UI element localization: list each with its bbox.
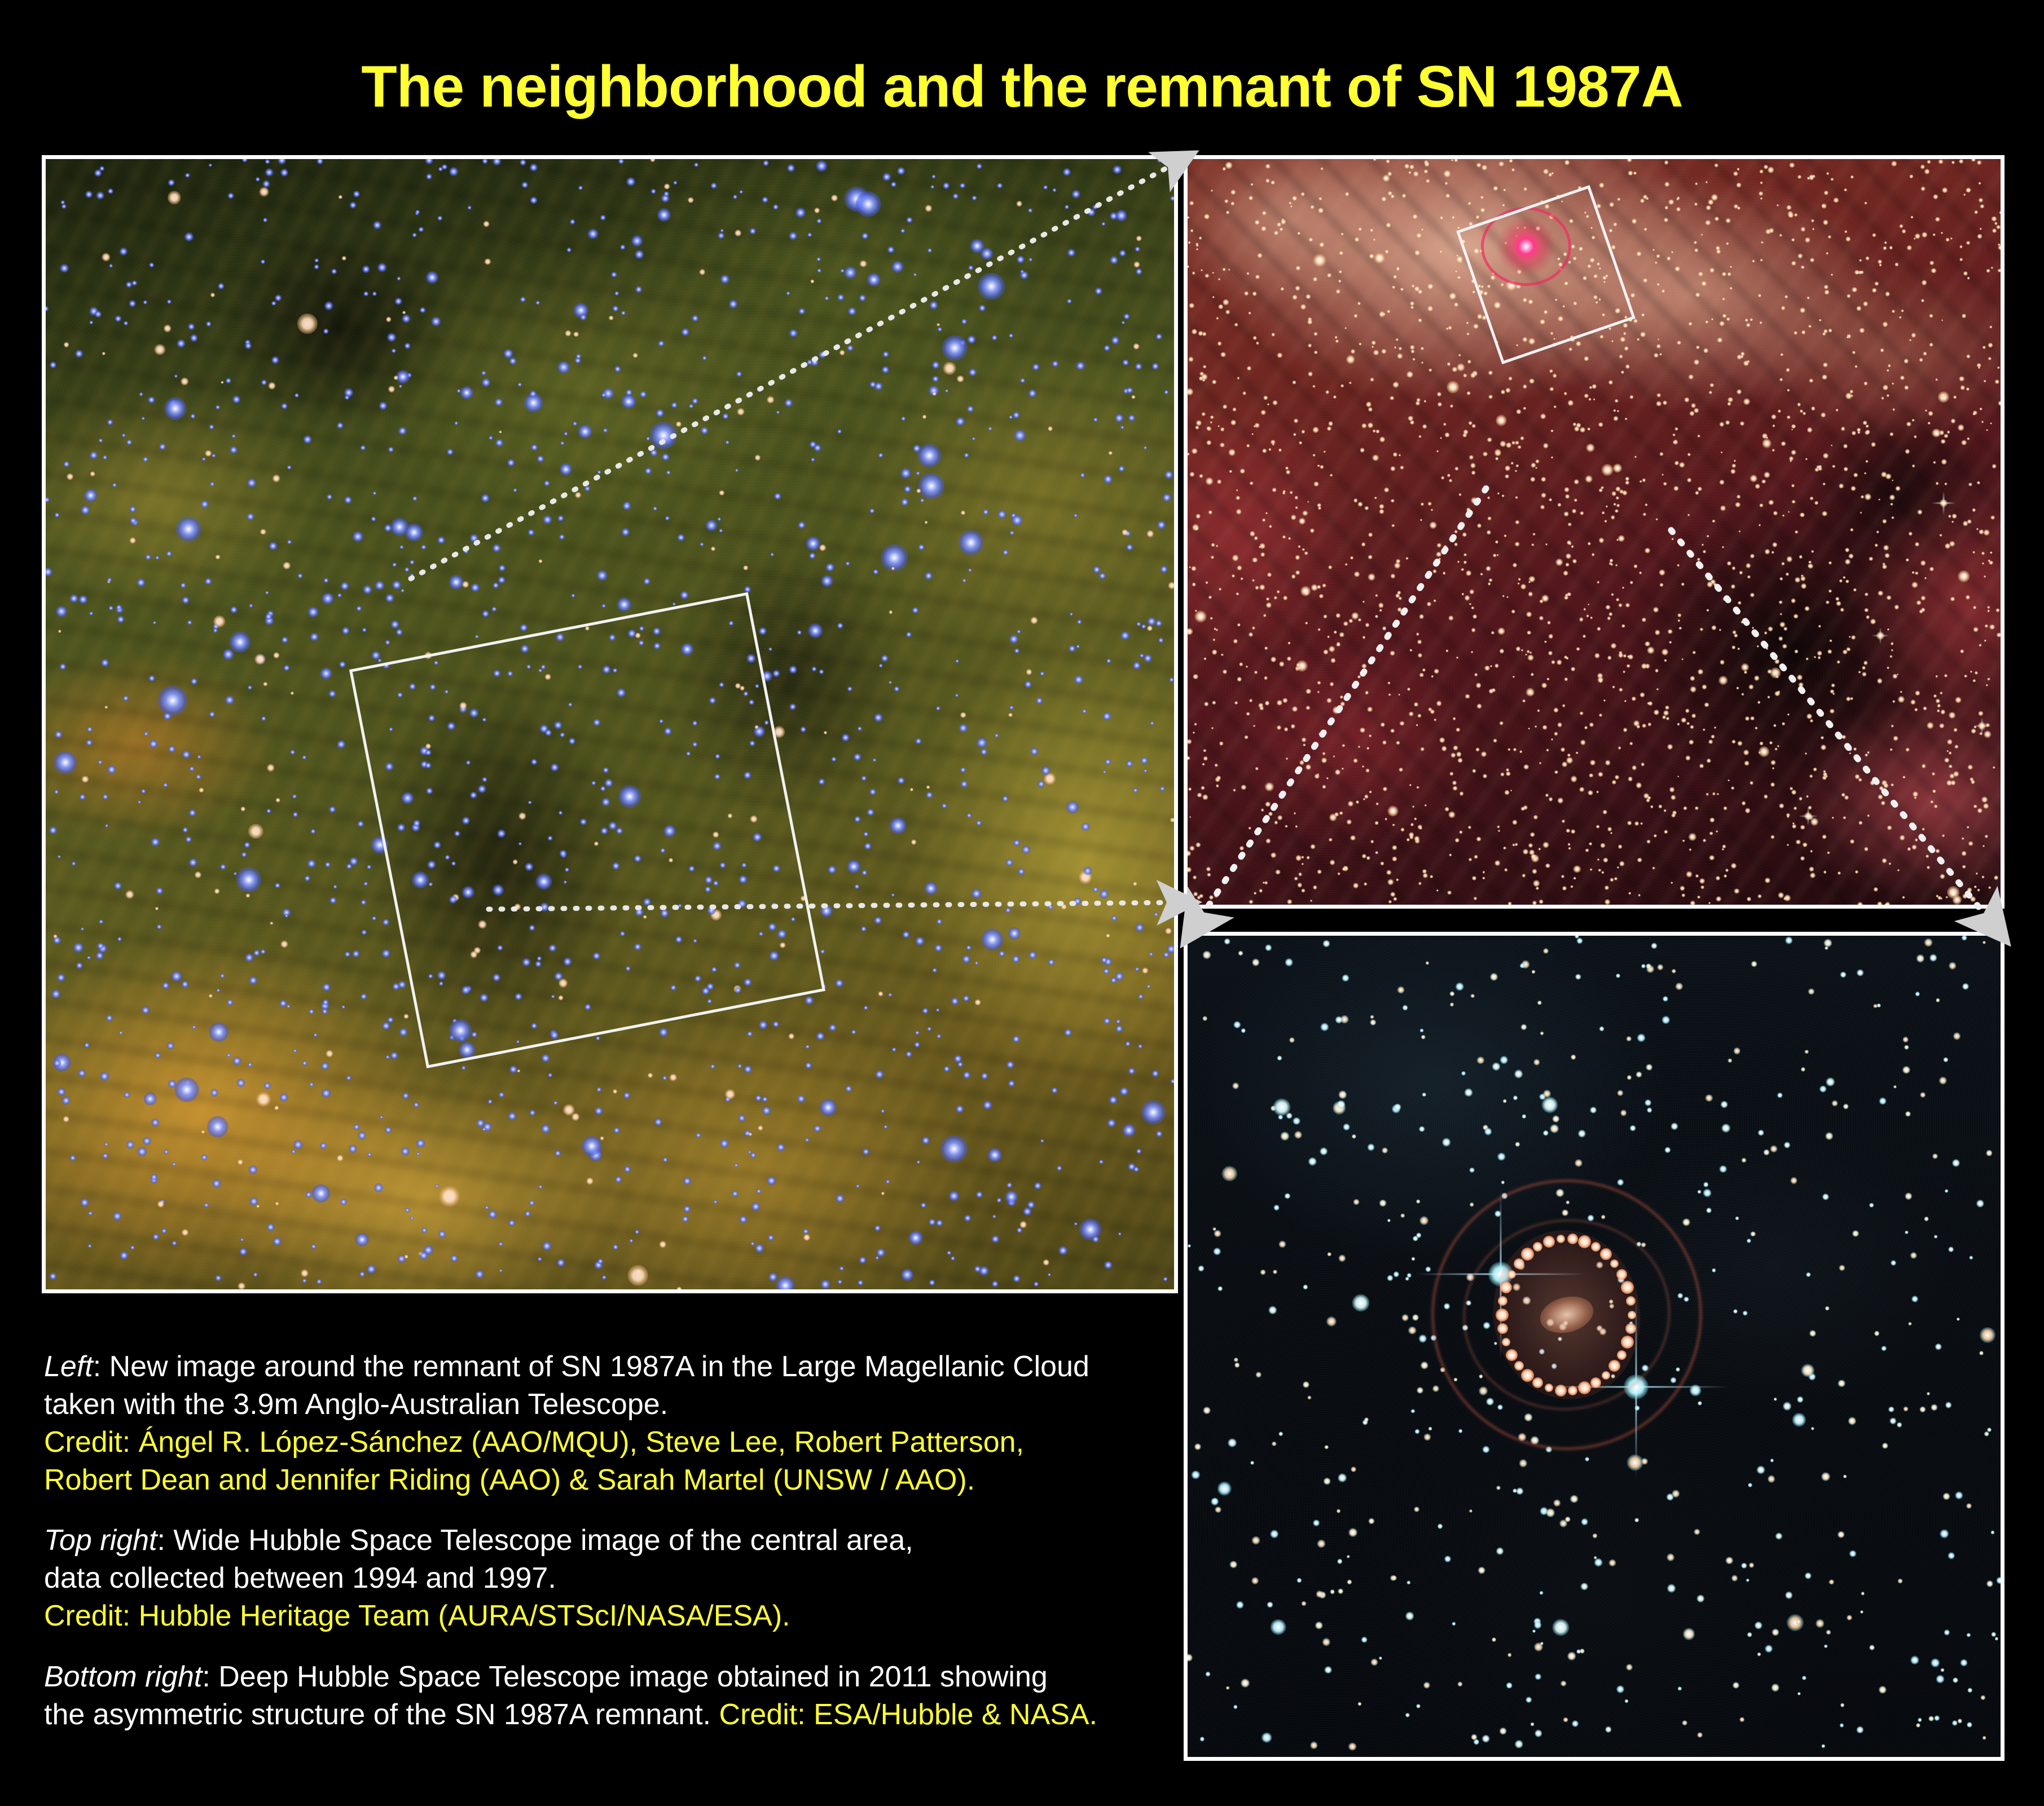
sn1987a-ring-hotspot <box>1514 1361 1524 1371</box>
caption-bottom-right-line-2: the asymmetric structure of the SN 1987A… <box>44 1696 1167 1734</box>
sn1987a-ring-hotspot <box>1498 1296 1508 1306</box>
sn1987a-ring-small <box>1481 207 1571 286</box>
hst-wide-nebula-field <box>1188 159 2001 905</box>
sn1987a-ring-hotspot <box>1599 1248 1612 1260</box>
caption-bottom-right-text-1: : Deep Hubble Space Telescope image obta… <box>202 1660 1048 1693</box>
caption-top-right-lead: Top right <box>44 1524 157 1557</box>
sn1987a-ring-hotspot <box>1601 1371 1610 1380</box>
sn1987a-ring-hotspot <box>1620 1336 1634 1349</box>
sn1987a-ring-hotspot <box>1532 1377 1544 1389</box>
sn1987a-ring-hotspot <box>1577 1235 1591 1248</box>
sn1987a-ring-hotspot <box>1577 1381 1591 1395</box>
caption-bottom-right: Bottom right: Deep Hubble Space Telescop… <box>44 1658 1167 1734</box>
caption-left-line-1: Left: New image around the remnant of SN… <box>44 1348 1167 1386</box>
sn1987a-ring-hotspot <box>1533 1241 1543 1252</box>
caption-left-credit-1: Credit: Ángel R. López-Sánchez (AAO/MQU)… <box>44 1426 1025 1459</box>
sn1987a-ring-hotspot <box>1505 1349 1518 1361</box>
sn1987a-ring-hotspot <box>1620 1280 1634 1294</box>
sn1987a-ring-hotspot <box>1625 1323 1636 1334</box>
sn1987a-ring-hotspot <box>1497 1323 1509 1334</box>
panel-hst-wide-image <box>1184 155 2005 909</box>
sn1987a-ring-hotspot <box>1521 1247 1535 1261</box>
sn1987a-ring-hotspot <box>1554 1384 1567 1397</box>
caption-block: Left: New image around the remnant of SN… <box>44 1348 1167 1734</box>
caption-left-lead: Left <box>44 1350 93 1383</box>
caption-top-right: Top right: Wide Hubble Space Telescope i… <box>44 1522 1167 1635</box>
sn1987a-ring-hotspot <box>1513 1258 1524 1269</box>
sn1987a-outer-halo <box>1481 207 1571 286</box>
caption-top-right-line-2: data collected between 1994 and 1997. <box>44 1562 556 1595</box>
sn1987a-ring-hotspot <box>1495 1308 1509 1322</box>
caption-bottom-right-line-1: Bottom right: Deep Hubble Space Telescop… <box>44 1658 1167 1696</box>
aat-nebula-field <box>46 159 1174 1289</box>
sn1987a-ring-hotspot <box>1625 1296 1636 1306</box>
caption-left-line-2: taken with the 3.9m Anglo-Australian Tel… <box>44 1388 669 1421</box>
sn1987a-ring-hotspot <box>1521 1369 1535 1382</box>
panel-aat-image <box>42 155 1178 1293</box>
caption-bottom-right-text-2: the asymmetric structure of the SN 1987A… <box>44 1698 719 1731</box>
sn1987a-ring-hotspot <box>1608 1360 1621 1372</box>
sn1987a-ring-hotspot <box>1610 1259 1619 1268</box>
sn1987a-ring-hotspot <box>1545 1384 1554 1393</box>
sn1987a-ring-hotspot <box>1568 1385 1578 1395</box>
caption-bottom-right-credit: Credit: ESA/Hubble & NASA. <box>719 1698 1098 1731</box>
caption-left: Left: New image around the remnant of SN… <box>44 1348 1167 1499</box>
sn1987a-ring-hotspot <box>1627 1310 1636 1319</box>
sn1987a-ring-hotspot <box>1507 1270 1516 1279</box>
caption-top-right-line-1: Top right: Wide Hubble Space Telescope i… <box>44 1522 1167 1560</box>
sn1987a-ring-hotspot <box>1567 1234 1579 1245</box>
panel-hst-deep-image <box>1184 932 2005 1761</box>
sn1987a-ring-hotspot <box>1590 1377 1601 1389</box>
caption-top-right-text-1: : Wide Hubble Space Telescope image of t… <box>157 1524 913 1557</box>
sn1987a-ring-hotspot <box>1500 1281 1513 1293</box>
sn1987a-ring-hotspot <box>1502 1338 1511 1347</box>
sn1987a-ring-hotspot <box>1543 1235 1555 1248</box>
sn1987a-ring-hotspot <box>1590 1241 1601 1252</box>
sn1987a-ring-hotspot <box>1617 1350 1627 1360</box>
caption-left-credit-2: Robert Dean and Jennifer Riding (AAO) & … <box>44 1464 975 1497</box>
page-title: The neighborhood and the remnant of SN 1… <box>361 54 1683 120</box>
caption-bottom-right-lead: Bottom right <box>44 1660 203 1693</box>
sn1987a-ring-hotspot <box>1616 1269 1628 1280</box>
hst-deep-field <box>1188 936 2001 1757</box>
sn1987a-ring-hotspot <box>1556 1235 1565 1244</box>
caption-left-text-1: : New image around the remnant of SN 198… <box>93 1350 1089 1383</box>
caption-top-right-credit: Credit: Hubble Heritage Team (AURA/STScI… <box>44 1600 790 1633</box>
